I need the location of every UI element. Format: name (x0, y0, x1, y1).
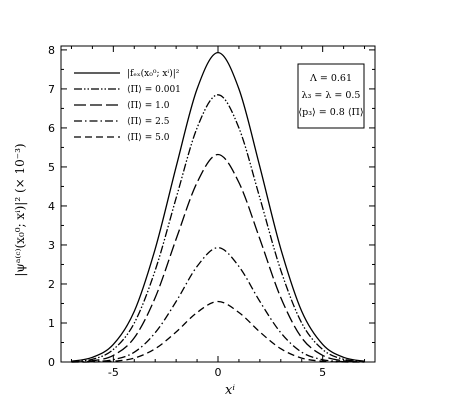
series-line-1 (71, 94, 365, 363)
y-axis-label: |ψᵃ⁽ᶜ⁾(x₀⁰; xⁱ)|² (× 10⁻³) (13, 143, 27, 276)
y-tick-label: 0 (48, 356, 55, 369)
parameter-note-box: Λ = 0.61 λ₃ = λ = 0.5 ⟨p₃⟩ = 0.8 ⟨Π⟩ (297, 63, 365, 129)
y-tick-label: 8 (48, 44, 55, 57)
y-axis-ticks: 0 1 2 3 4 5 6 7 8 (48, 44, 375, 369)
x-tick-label: 0 (215, 366, 222, 379)
legend-label-4: ⟨Π⟩ = 5.0 (127, 133, 170, 143)
x-axis-label: xⁱ (225, 383, 235, 398)
y-tick-label: 6 (48, 122, 55, 135)
series-layer (71, 51, 365, 363)
y-tick-label: 1 (48, 317, 55, 330)
legend-label-1: ⟨Π⟩ = 0.001 (127, 85, 181, 95)
y-tick-label: 7 (48, 83, 55, 96)
legend-label-2: ⟨Π⟩ = 1.0 (127, 101, 170, 111)
x-tick-label: -5 (108, 366, 119, 379)
series-line-3 (71, 247, 365, 363)
series-line-4 (71, 300, 365, 363)
legend-label-0: |fₑₓ(x₀⁰; xⁱ)|² (127, 68, 180, 79)
x-tick-label: 5 (319, 366, 326, 379)
note-box-frame (297, 63, 365, 129)
series-line-2 (71, 153, 365, 363)
legend: |fₑₓ(x₀⁰; xⁱ)|² ⟨Π⟩ = 0.001 ⟨Π⟩ = 1.0 ⟨Π⟩ =… (74, 68, 181, 143)
x-axis-ticks: -5 0 5 (70, 46, 366, 379)
legend-label-3: ⟨Π⟩ = 2.5 (127, 117, 170, 127)
note-line-0: Λ = 0.61 (309, 73, 352, 84)
note-line-2: ⟨p₃⟩ = 0.8 ⟨Π⟩ (298, 107, 363, 118)
series-line-0 (71, 51, 365, 362)
y-tick-label: 5 (48, 161, 55, 174)
y-tick-label: 2 (48, 278, 55, 291)
y-tick-label: 3 (48, 239, 55, 252)
note-line-1: λ₃ = λ = 0.5 (302, 90, 361, 101)
y-tick-label: 4 (48, 200, 55, 213)
